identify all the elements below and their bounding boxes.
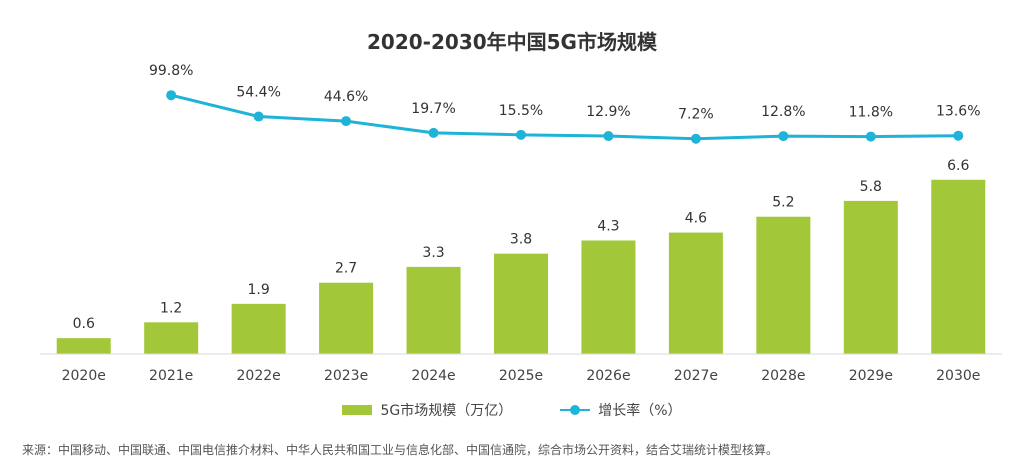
growth-rate-label: 54.4%	[236, 85, 280, 101]
x-tick-label: 2023e	[324, 368, 368, 384]
x-tick-label: 2024e	[411, 368, 455, 384]
bar	[231, 303, 286, 354]
x-tick-label: 2025e	[499, 368, 543, 384]
bar	[406, 266, 461, 354]
growth-rate-label: 15.5%	[499, 103, 543, 119]
growth-rate-label: 44.6%	[324, 89, 368, 105]
bar-value-label: 5.8	[860, 179, 882, 195]
growth-rate-point	[865, 131, 876, 142]
growth-rate-label: 11.8%	[849, 105, 893, 121]
bar-value-label: 5.2	[772, 195, 794, 211]
bar-value-label: 3.8	[510, 232, 532, 248]
bar	[668, 232, 723, 354]
growth-rate-label: 12.9%	[586, 104, 630, 120]
x-tick-label: 2030e	[936, 368, 980, 384]
growth-rate-point	[603, 131, 614, 142]
growth-rate-label: 12.8%	[761, 104, 805, 120]
growth-rate-point	[516, 129, 526, 140]
bar-value-label: 3.3	[422, 245, 444, 261]
x-tick-label: 2022e	[237, 368, 281, 384]
bar-value-label: 0.6	[73, 316, 95, 332]
legend-line-swatch	[560, 405, 591, 415]
x-tick-label: 2028e	[761, 368, 805, 384]
bar	[843, 200, 898, 354]
x-tick-label: 2027e	[674, 368, 718, 384]
x-tick-label: 2029e	[849, 368, 893, 384]
bar-value-label: 4.6	[685, 211, 707, 227]
x-tick-label: 2026e	[586, 368, 630, 384]
growth-rate-point	[778, 131, 789, 142]
growth-rate-point	[341, 116, 352, 127]
legend-item-bar: 5G市场规模（万亿）	[342, 400, 512, 420]
chart-title: 2020-2030年中国5G市场规模	[367, 30, 657, 54]
bar	[756, 216, 811, 354]
source-note: 来源：中国移动、中国联通、中国电信推介材料、中华人民共和国工业与信息化部、中国信…	[22, 443, 779, 457]
x-tick-label: 2020e	[62, 368, 106, 384]
bar-value-label: 2.7	[335, 261, 357, 277]
bar	[144, 322, 199, 354]
growth-rate-point	[953, 130, 964, 141]
bar-value-label: 6.6	[947, 158, 969, 174]
legend-line-label: 增长率（%）	[598, 403, 682, 419]
bar	[931, 179, 986, 354]
x-tick-label: 2021e	[149, 368, 193, 384]
growth-rate-label: 19.7%	[411, 101, 455, 117]
growth-rate-label: 99.8%	[149, 63, 193, 79]
legend-item-line: 增长率（%）	[560, 400, 682, 420]
growth-rate-line	[170, 93, 959, 141]
bar-value-label: 4.3	[597, 218, 619, 234]
legend-bar-label: 5G市场规模（万亿）	[380, 403, 513, 419]
bar-value-label: 1.9	[248, 282, 270, 298]
bar-value-label: 1.2	[160, 300, 182, 316]
growth-rate-point	[253, 111, 264, 122]
legend: 5G市场规模（万亿） 增长率（%）	[0, 400, 1024, 420]
growth-rate-point	[166, 90, 177, 101]
growth-rate-point	[690, 133, 701, 144]
growth-rate-label: 7.2%	[678, 107, 714, 123]
legend-bar-swatch	[342, 405, 373, 415]
bar	[494, 253, 548, 354]
growth-rate-point	[428, 127, 439, 138]
bar	[319, 282, 374, 354]
bar	[56, 338, 111, 354]
growth-rate-label: 13.6%	[936, 104, 980, 120]
chart-plot: 0.6 1.2 1.9 2.7 3.3 3.8 4.3 4.6 5.2 5.8 6.6 99.8% 54…	[40, 63, 1002, 384]
bar	[581, 240, 636, 354]
